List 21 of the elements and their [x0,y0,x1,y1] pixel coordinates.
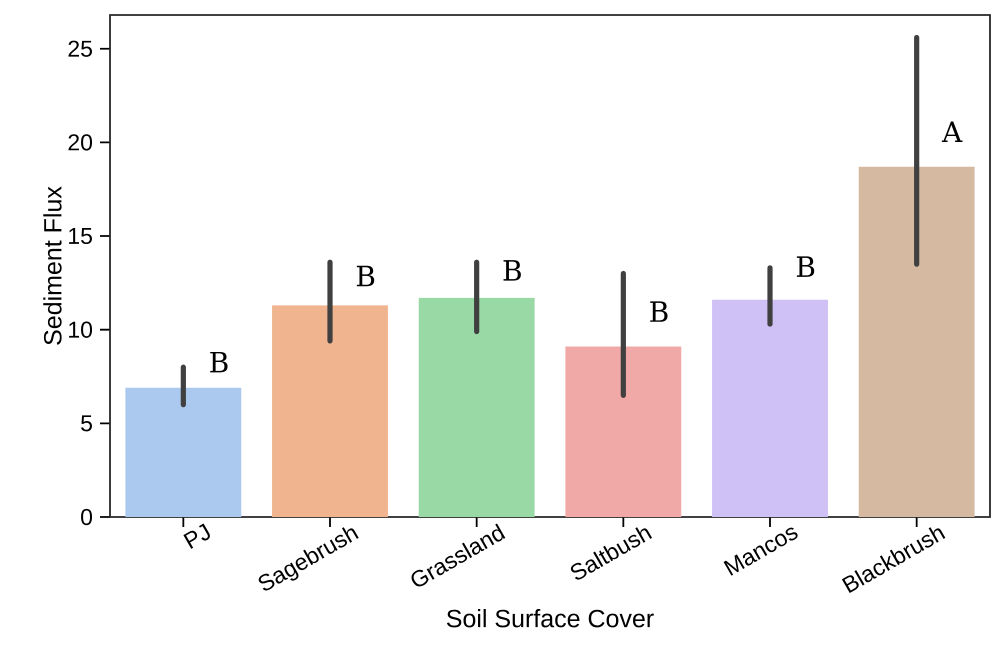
y-tick-label: 20 [68,134,92,151]
bar [858,166,975,517]
bar [272,305,388,517]
annotation: B [210,352,228,372]
annotation: B [650,301,668,322]
bar [418,298,535,517]
annotation: B [796,256,814,277]
bar [565,346,682,517]
x-tick-label: PJ [183,524,210,549]
bar [125,388,242,517]
annotation: B [504,260,521,281]
y-tick-label: 15 [69,228,92,244]
y-axis-title: Sediment Flux [43,186,62,345]
bar [712,300,828,517]
y-tick-label: 25 [68,40,92,57]
y-tick-label: 0 [81,508,92,526]
annotation: B [356,266,374,286]
x-axis-title: Soil Surface Cover [446,609,654,628]
annotation: A [942,122,963,142]
y-tick-label: 10 [69,322,92,338]
y-tick-label: 5 [81,415,92,432]
